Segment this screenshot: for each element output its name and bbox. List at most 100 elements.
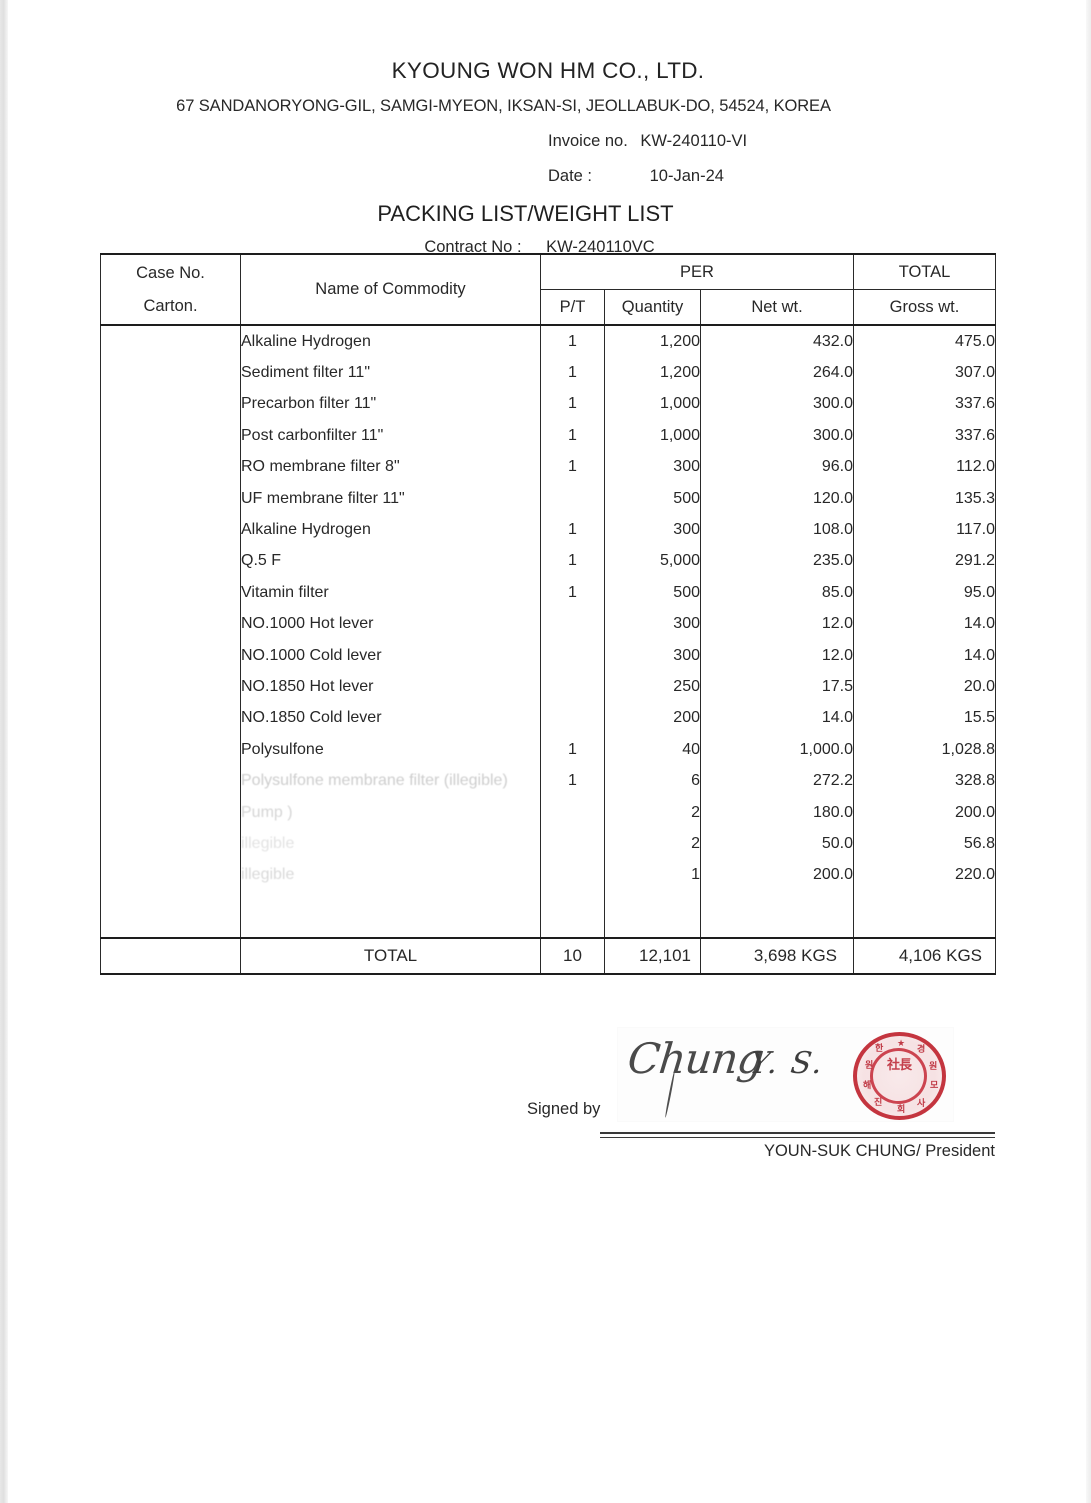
cell-net-wt: 264.0 — [699, 357, 855, 389]
cell-quantity: 500 — [604, 482, 701, 515]
cell-case-no — [100, 828, 241, 860]
cell-commodity: illegible — [240, 859, 541, 892]
cell-net-wt: 300.0 — [699, 388, 855, 421]
cell-commodity: Pump ) — [240, 796, 541, 829]
cell-case-no — [100, 420, 241, 452]
spacer-qty — [604, 891, 701, 940]
cell-commodity: Alkaline Hydrogen — [240, 514, 541, 546]
table-row: NO.1000 Hot lever 300 12.0 14.0 — [100, 608, 997, 640]
cell-net-wt: 200.0 — [699, 859, 855, 892]
invoice-number-line: Invoice no. KW-240110-VI — [8, 132, 1083, 151]
cell-commodity: NO.1850 Hot lever — [240, 671, 541, 703]
cell-pt — [540, 608, 605, 640]
cell-pt — [540, 702, 605, 735]
cell-case-no — [100, 545, 241, 578]
signature-block: Signed by Chung Y. S. ★ 한 경 원 원 해 모 진 회 … — [100, 1028, 1000, 1173]
cell-commodity: NO.1850 Cold lever — [240, 702, 541, 735]
cell-gross-wt: 14.0 — [853, 608, 997, 640]
cell-pt: 1 — [540, 451, 605, 483]
document-header: KYOUNG WON HM CO., LTD. 67 SANDANORYONG-… — [8, 58, 1083, 257]
cell-commodity: Post carbonfilter 11" — [240, 420, 541, 452]
header-quantity: Quantity — [604, 289, 701, 326]
cell-pt: 1 — [540, 545, 605, 578]
cell-pt — [540, 671, 605, 703]
cell-pt: 1 — [540, 765, 605, 797]
table-row: Polysulfone 1 40 1,000.0 1,028.8 — [100, 734, 997, 766]
invoice-number-value: KW-240110-VI — [640, 132, 748, 150]
cell-case-no — [100, 702, 241, 735]
cell-quantity: 1,000 — [604, 388, 701, 421]
cell-pt — [540, 639, 605, 672]
cell-quantity: 250 — [604, 671, 701, 703]
cell-net-wt: 17.5 — [699, 671, 855, 703]
cell-quantity: 1,200 — [604, 357, 701, 389]
cell-quantity: 2 — [604, 796, 701, 829]
seal-center-glyphs: 社長 — [886, 1057, 912, 1072]
cell-net-wt: 14.0 — [699, 702, 855, 735]
cell-net-wt: 120.0 — [699, 482, 855, 515]
cell-gross-wt: 112.0 — [853, 451, 997, 483]
table-row: Polysulfone membrane filter (illegible) 1… — [100, 765, 997, 797]
header-name-of-commodity: Name of Commodity — [240, 253, 541, 326]
cell-case-no — [100, 859, 241, 892]
cell-case-no — [100, 451, 241, 483]
table-row: Vitamin filter 1 500 85.0 95.0 — [100, 577, 997, 609]
cell-commodity: UF membrane filter 11" — [240, 482, 541, 515]
cell-gross-wt: 291.2 — [853, 545, 997, 578]
cell-quantity: 1,000 — [604, 420, 701, 452]
table-row: Precarbon filter 11" 1 1,000 300.0 337.6 — [100, 388, 997, 421]
cell-quantity: 500 — [604, 577, 701, 609]
spacer-net — [699, 891, 855, 940]
spacer-gross — [853, 891, 997, 940]
cell-net-wt: 85.0 — [699, 577, 855, 609]
packing-list-table: Case No. Carton. Name of Commodity PER T… — [100, 253, 997, 976]
total-case — [100, 937, 241, 976]
cell-pt: 1 — [540, 514, 605, 546]
cell-net-wt: 50.0 — [699, 828, 855, 860]
cell-case-no — [100, 388, 241, 421]
seal-inner-ring — [870, 1048, 927, 1104]
cell-gross-wt: 135.3 — [853, 482, 997, 515]
date-line: Date : 10-Jan-24 — [8, 167, 1083, 186]
header-group-per: PER — [539, 253, 855, 290]
date-value: 10-Jan-24 — [649, 167, 724, 185]
cell-case-no — [100, 325, 241, 358]
cell-quantity: 6 — [604, 765, 701, 797]
table-spacer-row — [100, 891, 997, 940]
cell-case-no — [100, 734, 241, 766]
cell-pt: 1 — [540, 420, 605, 452]
table-row: UF membrane filter 11" 500 120.0 135.3 — [100, 482, 997, 515]
header-case-no: Case No. Carton. — [100, 253, 241, 326]
cell-commodity: NO.1000 Hot lever — [240, 608, 541, 640]
cell-gross-wt: 328.8 — [853, 765, 997, 797]
cell-case-no — [100, 357, 241, 389]
cell-quantity: 2 — [604, 828, 701, 860]
cell-case-no — [100, 482, 241, 515]
signature-rule — [600, 1132, 995, 1138]
cell-commodity: Vitamin filter — [240, 577, 541, 609]
cell-quantity: 300 — [604, 514, 701, 546]
cell-commodity: Alkaline Hydrogen — [240, 325, 541, 358]
table-head-row-sub: P/T Quantity Net wt. Gross wt. — [101, 289, 997, 326]
cell-pt — [540, 828, 605, 860]
cell-quantity: 300 — [604, 451, 701, 483]
header-case-no-line2: Carton. — [143, 296, 198, 315]
cell-net-wt: 180.0 — [699, 796, 855, 829]
cell-commodity: Sediment filter 11" — [240, 357, 541, 389]
total-quantity: 12,101 — [604, 937, 701, 976]
cell-gross-wt: 117.0 — [853, 514, 997, 546]
cell-pt: 1 — [540, 734, 605, 766]
cell-commodity: Polysulfone membrane filter (illegible) — [240, 765, 541, 797]
cell-gross-wt: 337.6 — [853, 420, 997, 452]
cell-quantity: 300 — [604, 608, 701, 640]
cell-net-wt: 96.0 — [699, 451, 855, 483]
cell-case-no — [100, 577, 241, 609]
contract-number-value: KW-240110VC — [546, 238, 655, 256]
header-case-no-line1: Case No. — [136, 264, 205, 282]
cell-quantity: 300 — [604, 639, 701, 672]
table-row: Sediment filter 11" 1 1,200 264.0 307.0 — [100, 357, 997, 389]
cell-net-wt: 300.0 — [699, 420, 855, 452]
cell-quantity: 5,000 — [604, 545, 701, 578]
spacer-case — [100, 891, 241, 940]
